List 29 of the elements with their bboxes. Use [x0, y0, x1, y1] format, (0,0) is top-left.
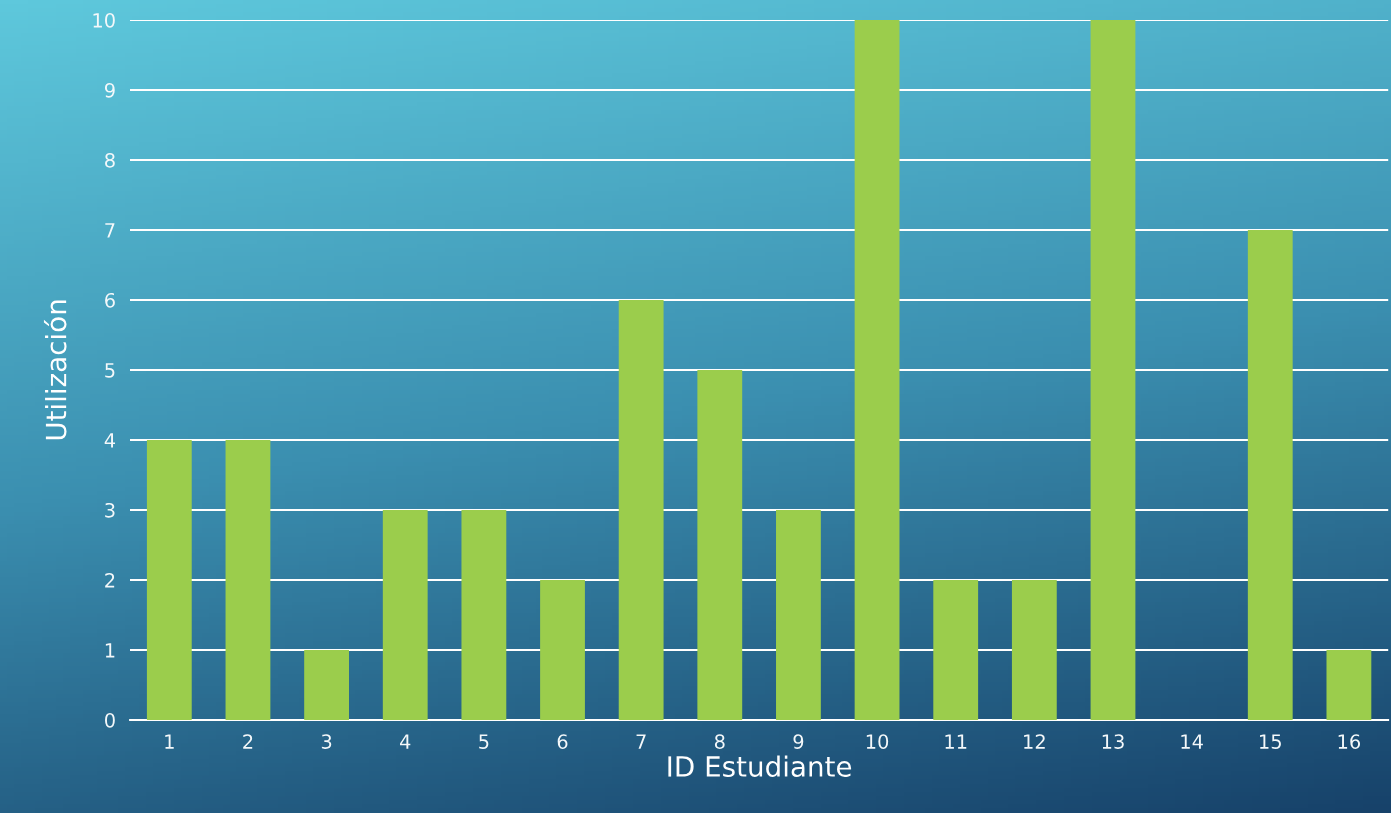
y-tick-label: 3: [105, 502, 115, 518]
x-tick-label: 3: [321, 734, 332, 749]
x-tick-label: 6: [557, 734, 568, 749]
x-tick-label: 8: [714, 734, 725, 749]
y-tick-label: 7: [105, 223, 115, 238]
x-tick-label: 15: [1260, 734, 1281, 749]
x-tick-label: 4: [400, 734, 411, 749]
y-tick-label: 6: [105, 292, 115, 308]
x-tick-label: 2: [243, 734, 253, 749]
x-tick-label: 12: [1024, 734, 1045, 749]
x-tick-label: 5: [479, 734, 489, 749]
x-tick-label: 9: [793, 734, 804, 749]
x-tick-label: 16: [1338, 734, 1361, 749]
y-axis-title: Utilización: [43, 300, 67, 440]
x-tick-label: 14: [1181, 734, 1203, 749]
y-tick-label: 4: [104, 433, 116, 448]
x-tick-label: 1: [165, 734, 174, 749]
y-tick-label: 8: [105, 152, 115, 168]
y-tick-label: 1: [105, 643, 115, 658]
x-axis-title: ID Estudiante: [668, 755, 852, 777]
y-tick-label: 2: [105, 572, 115, 588]
y-tick-label: 0: [105, 712, 115, 728]
x-tick-label: 7: [636, 734, 646, 749]
y-tick-label: 5: [105, 363, 115, 378]
x-tick-label: 11: [945, 734, 967, 749]
x-tick-label: 10: [866, 734, 889, 749]
x-tick-label: 13: [1102, 734, 1124, 749]
y-tick-label: 9: [104, 82, 115, 98]
y-tick-label: 10: [93, 12, 115, 28]
